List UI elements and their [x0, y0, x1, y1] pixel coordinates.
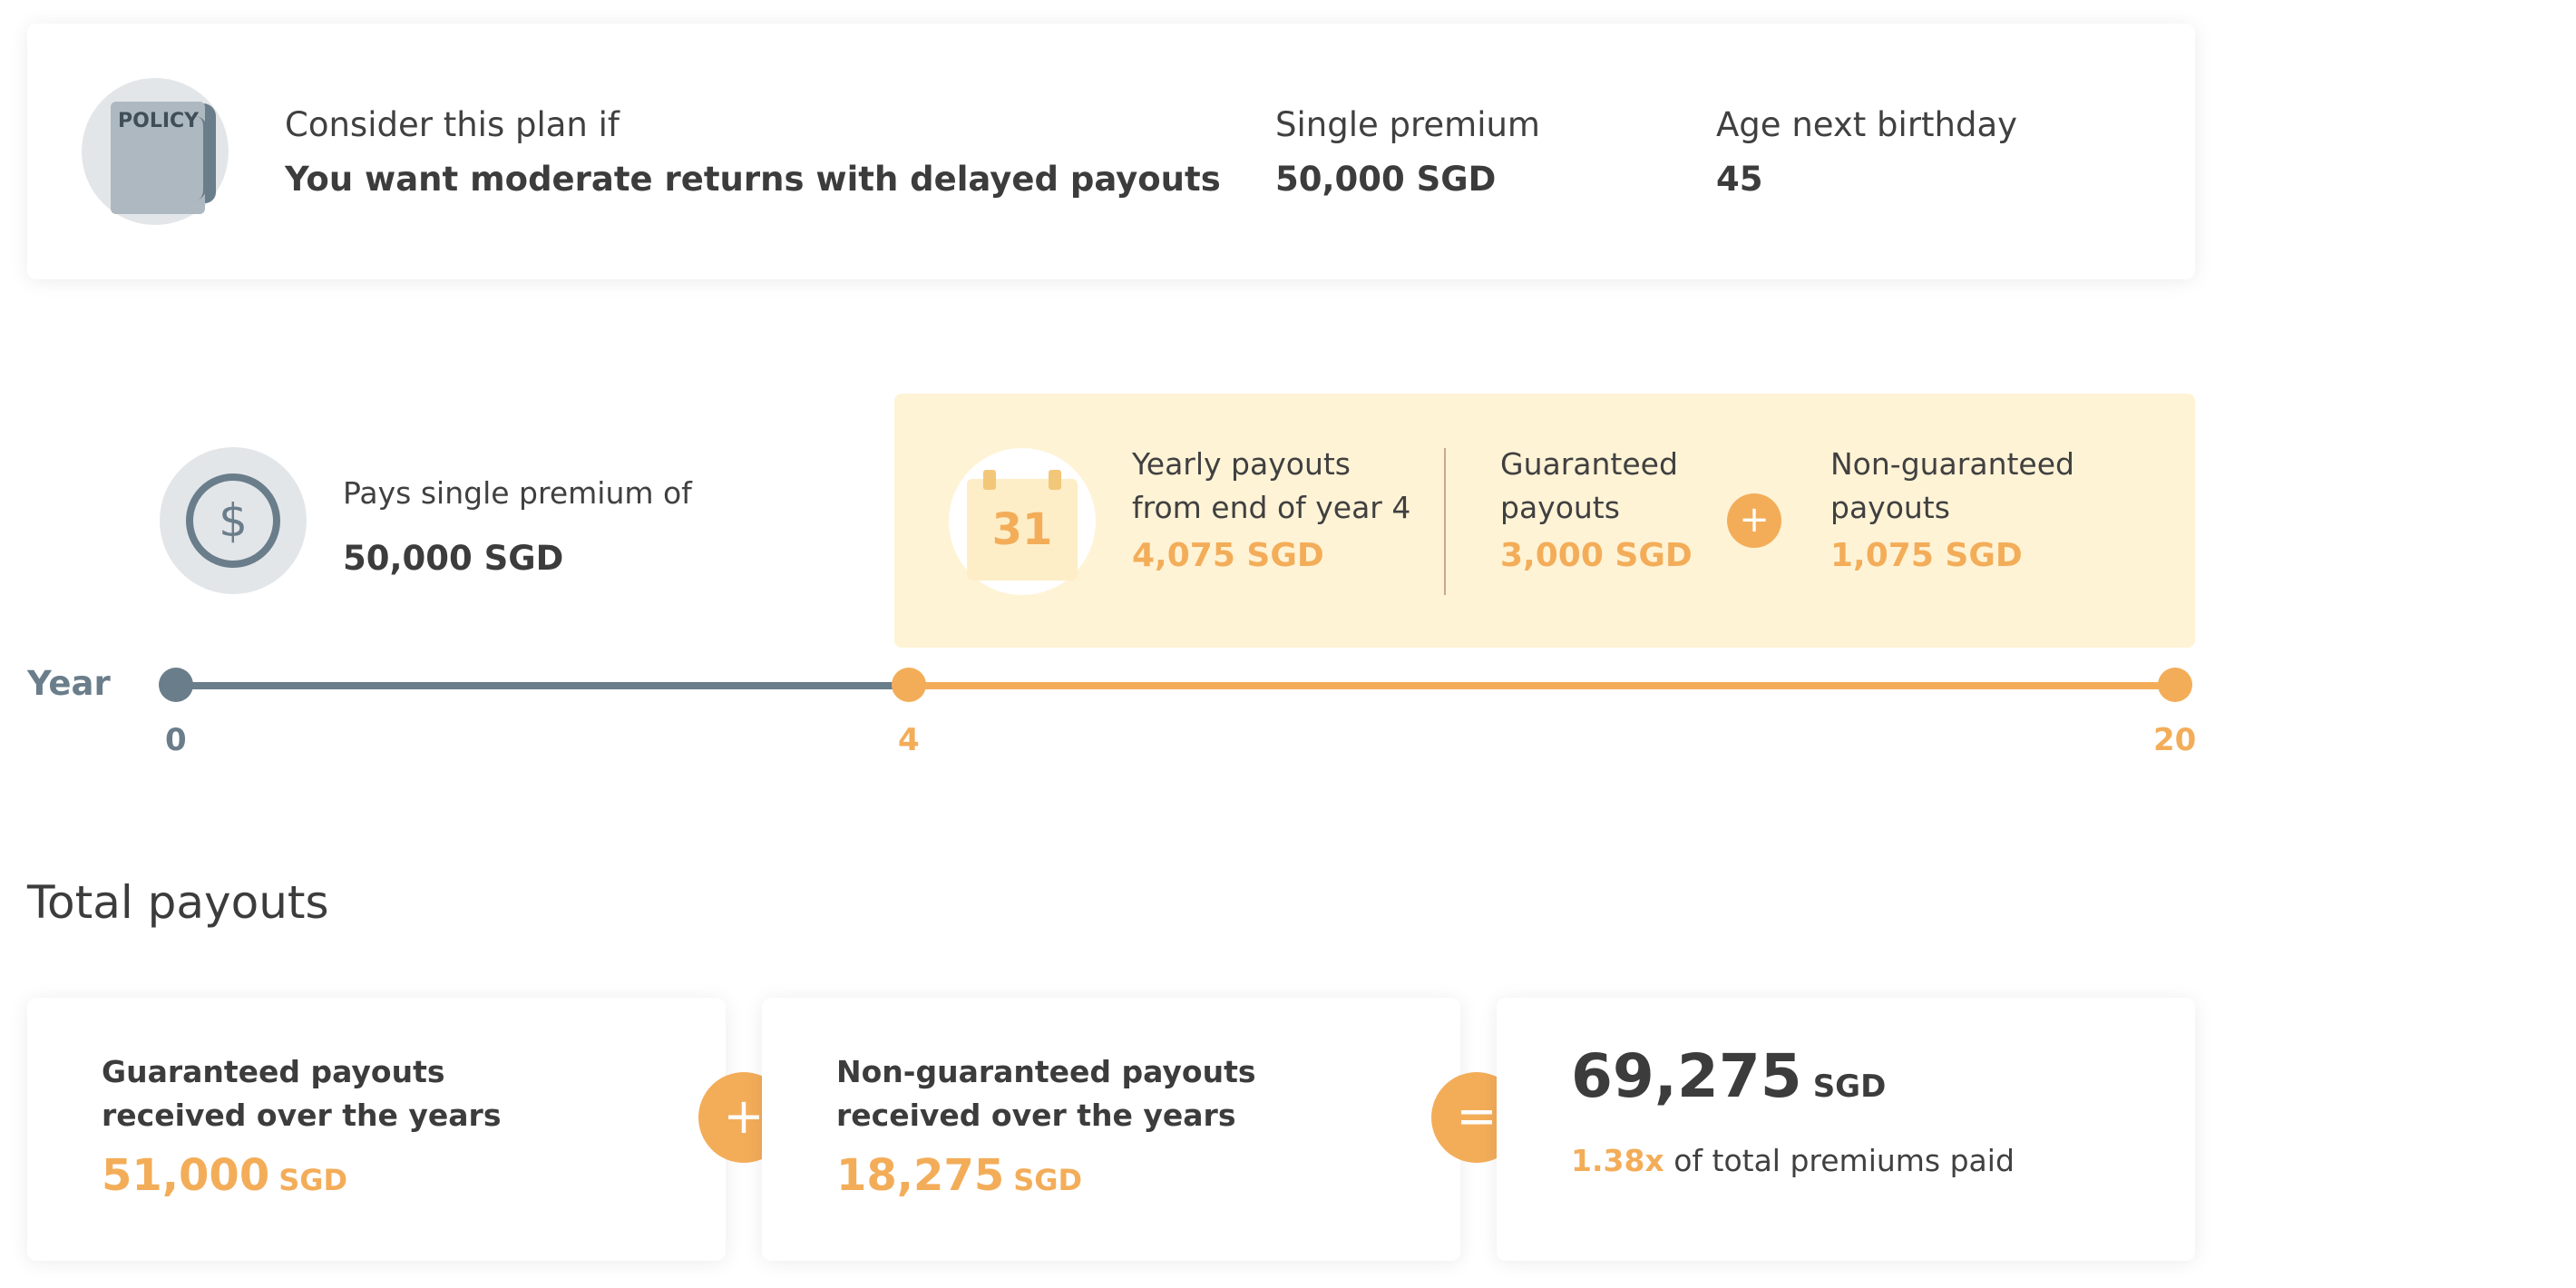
age-column: Age next birthday 45	[1716, 103, 2017, 201]
premium-label: Single premium	[1275, 105, 1540, 144]
age-label: Age next birthday	[1716, 105, 2018, 144]
timeline-payout-segment	[909, 682, 2175, 689]
nonguaranteed-total-label-1: Non-guaranteed payouts	[836, 1054, 1256, 1089]
yearly-payout-value: 4,075 SGD	[1132, 537, 1324, 574]
grand-total-amount: 69,275 SGD	[1571, 1041, 1886, 1111]
nonguaranteed-payout-label-2: payouts	[1830, 490, 1950, 525]
guaranteed-payout-label-1: Guaranteed	[1500, 446, 1678, 482]
nonguaranteed-total-value: 18,275	[836, 1150, 1005, 1201]
consider-value: You want moderate returns with delayed p…	[285, 160, 1221, 199]
premium-column: Single premium 50,000 SGD	[1275, 103, 1540, 201]
guaranteed-total-card: Guaranteed payouts received over the yea…	[27, 998, 726, 1261]
svg-text:$: $	[219, 494, 248, 547]
guaranteed-total-value: 51,000	[102, 1150, 270, 1201]
timeline-marker-year-20	[2158, 668, 2192, 702]
guaranteed-payout-column: Guaranteed payouts 3,000 SGD	[1500, 443, 1693, 577]
dollar-coin-icon: $	[186, 473, 280, 568]
nonguaranteed-total-label-2: received over the years	[836, 1098, 1236, 1133]
nonguaranteed-total-unit: SGD	[1013, 1163, 1083, 1197]
premium-avatar: $	[160, 447, 307, 594]
policy-avatar: POLICY	[82, 78, 229, 225]
consider-column: Consider this plan if You want moderate …	[285, 103, 1221, 201]
guaranteed-total-label-2: received over the years	[102, 1098, 502, 1133]
premium-ratio-value: 1.38x	[1571, 1143, 1664, 1178]
guaranteed-total-label: Guaranteed payouts received over the yea…	[102, 1050, 501, 1137]
timeline-marker-year-4	[892, 668, 926, 702]
grand-total-value: 69,275	[1571, 1041, 1802, 1111]
policy-document-icon: POLICY	[111, 102, 216, 214]
timeline-tick-20: 20	[2153, 722, 2197, 758]
yearly-payout-label-2: from end of year 4	[1132, 490, 1411, 525]
nonguaranteed-total-amount: 18,275 SGD	[836, 1150, 1082, 1201]
nonguaranteed-total-label: Non-guaranteed payouts received over the…	[836, 1050, 1256, 1137]
nonguaranteed-total-card: Non-guaranteed payouts received over the…	[762, 998, 1460, 1261]
payout-divider	[1444, 448, 1446, 595]
nonguaranteed-payout-label-1: Non-guaranteed	[1830, 446, 2074, 482]
pays-premium-value: 50,000 SGD	[343, 539, 564, 578]
timeline-tick-4: 4	[898, 722, 920, 758]
premium-value: 50,000 SGD	[1275, 160, 1497, 199]
calendar-avatar: 31	[949, 448, 1096, 595]
calendar-day: 31	[991, 504, 1053, 555]
pays-premium-label: Pays single premium of	[343, 475, 692, 511]
guaranteed-total-label-1: Guaranteed payouts	[102, 1054, 445, 1089]
plus-icon: +	[1727, 493, 1781, 548]
age-value: 45	[1716, 160, 1763, 199]
timeline-premium-segment	[176, 682, 909, 689]
grand-total-card: 69,275 SGD 1.38x of total premiums paid	[1497, 998, 2195, 1261]
timeline-tick-0: 0	[165, 722, 187, 758]
yearly-payout-column: Yearly payouts from end of year 4 4,075 …	[1132, 443, 1410, 577]
calendar-icon	[967, 470, 1078, 581]
yearly-payout-label-1: Yearly payouts	[1132, 446, 1351, 482]
grand-total-unit: SGD	[1812, 1068, 1887, 1105]
timeline-marker-year-0	[159, 668, 193, 702]
plan-summary-card: POLICY Consider this plan if You want mo…	[27, 24, 2195, 279]
timeline-year-label: Year	[27, 664, 111, 703]
guaranteed-total-amount: 51,000 SGD	[102, 1150, 347, 1201]
guaranteed-payout-label-2: payouts	[1500, 490, 1620, 525]
premium-ratio-text: of total premiums paid	[1673, 1143, 2015, 1178]
premium-ratio: 1.38x of total premiums paid	[1571, 1143, 2015, 1178]
consider-label: Consider this plan if	[285, 105, 620, 144]
guaranteed-total-unit: SGD	[278, 1163, 348, 1197]
yearly-payout-panel: 31 Yearly payouts from end of year 4 4,0…	[894, 394, 2195, 648]
policy-icon-text: POLICY	[118, 110, 200, 132]
total-payouts-title: Total payouts	[27, 876, 329, 929]
guaranteed-payout-value: 3,000 SGD	[1500, 537, 1693, 574]
nonguaranteed-payout-column: Non-guaranteed payouts 1,075 SGD	[1830, 443, 2074, 577]
nonguaranteed-payout-value: 1,075 SGD	[1830, 537, 2023, 574]
